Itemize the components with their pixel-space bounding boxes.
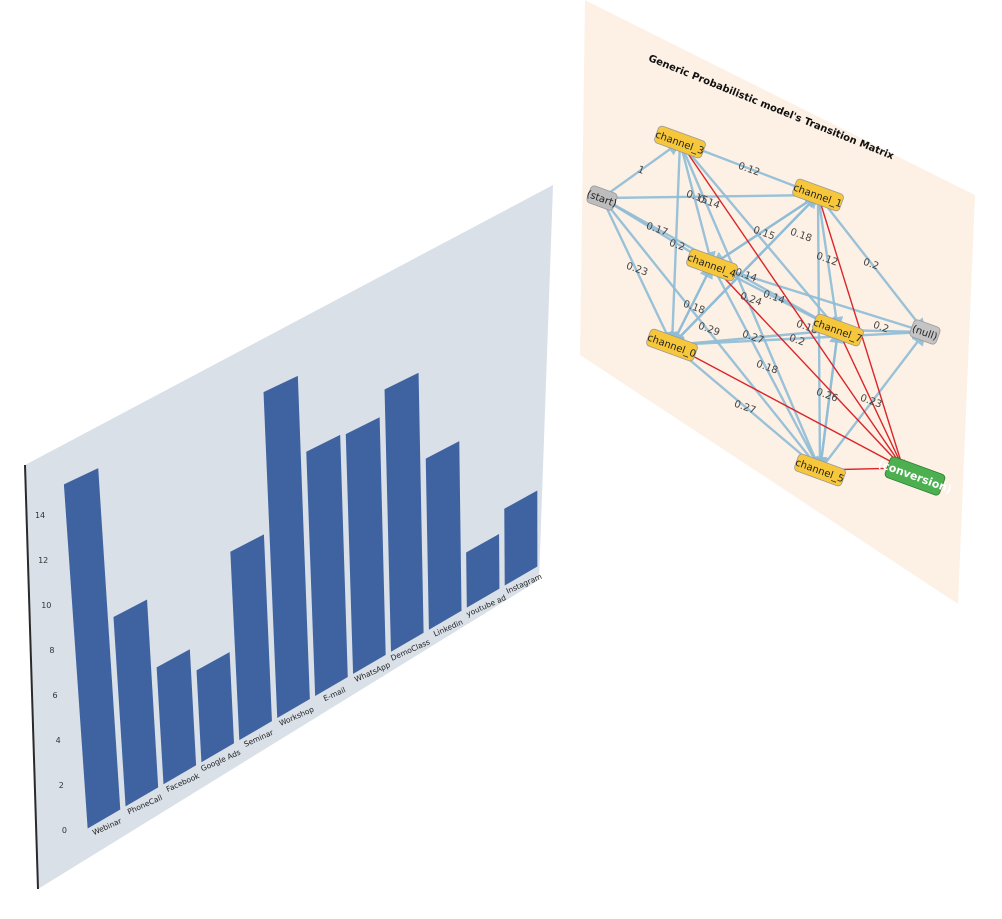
edge: [671, 344, 822, 471]
edge: [601, 187, 820, 203]
conversion-edge: [671, 344, 904, 469]
y-tick-label: 14: [35, 511, 45, 520]
node-box: [909, 319, 941, 345]
edge: [671, 193, 820, 346]
edge: [678, 141, 716, 267]
edge: [665, 141, 682, 347]
node-box: [654, 125, 706, 159]
edge: [711, 193, 820, 267]
edge: [601, 141, 682, 199]
bar-11: [504, 490, 538, 586]
bar-0: [63, 468, 121, 829]
edge: [670, 263, 714, 346]
diagram-panel: Generic Probabilistic model's Transition…: [580, 0, 975, 604]
node-box: [686, 248, 738, 282]
y-tick-label: 6: [53, 691, 58, 700]
edge-label: 0.2: [668, 238, 687, 254]
bar-4: [230, 534, 272, 741]
node-box: [812, 313, 864, 347]
edge: [816, 194, 844, 332]
edge: [600, 197, 674, 347]
conversion-edge: [837, 329, 904, 469]
edge: [817, 194, 926, 334]
diagram-edges: [600, 140, 927, 473]
y-tick-label: 0: [62, 826, 67, 835]
edge: [671, 325, 927, 347]
y-tick-label: 4: [56, 736, 61, 745]
node-start: (start): [585, 185, 618, 211]
edge-label: 0.2: [862, 257, 881, 273]
bar-8: [384, 372, 424, 652]
bar-1: [113, 599, 159, 807]
node-box: [792, 178, 844, 212]
bar-chart-left-edge: [24, 464, 39, 890]
bar-9: [425, 441, 462, 630]
edge-label: 0.2: [872, 320, 891, 336]
bar-5: [263, 375, 310, 719]
y-tick-label: 10: [41, 601, 51, 610]
conversion-edge: [711, 264, 904, 469]
node-box: [794, 453, 846, 487]
node-box: [646, 328, 698, 362]
y-tick-label: 12: [38, 556, 48, 565]
y-tick-labels: 0 2 4 6 8 10 12 14: [35, 511, 67, 835]
edge-label: 1: [636, 164, 646, 177]
edge: [601, 197, 821, 472]
bars: [63, 372, 538, 829]
node-box: [586, 185, 618, 211]
y-tick-label: 2: [59, 781, 64, 790]
edge: [819, 330, 926, 471]
bar-7: [345, 417, 386, 674]
edge: [711, 263, 927, 335]
bar-3: [196, 652, 235, 763]
edge: [818, 328, 844, 471]
edge: [679, 141, 839, 332]
conversion-edge: [679, 141, 904, 469]
node-null: (null): [909, 319, 941, 345]
y-tick-label: 8: [49, 646, 54, 655]
edge: [710, 264, 822, 472]
bar-6: [306, 434, 348, 696]
node-box: [884, 456, 946, 496]
bar-2: [156, 649, 197, 785]
edge-label: 0.2: [788, 333, 807, 349]
bar-10: [466, 534, 500, 608]
